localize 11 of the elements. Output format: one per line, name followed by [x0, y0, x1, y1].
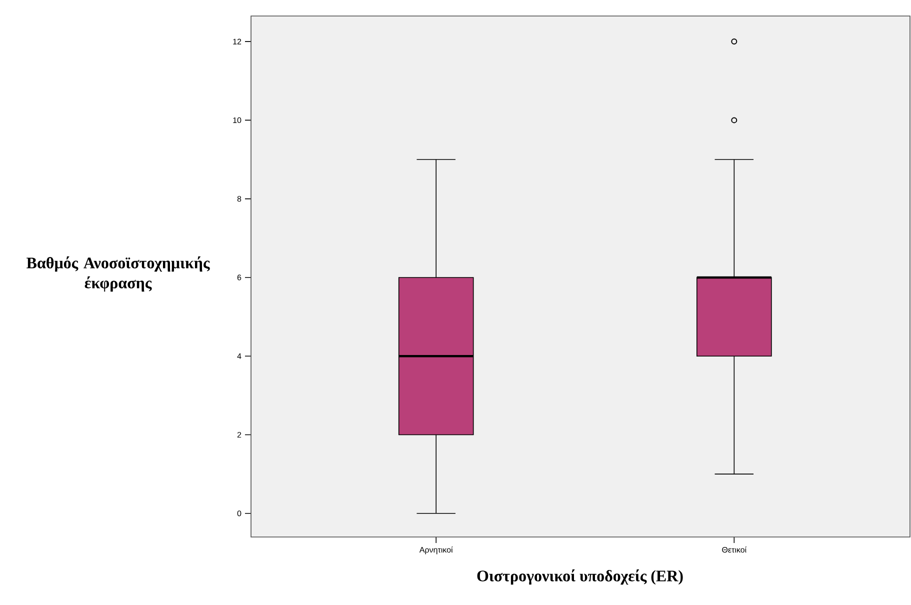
y-tick-label: 12: [233, 38, 242, 44]
y-tick-label: 10: [233, 117, 242, 124]
y-tick-label: 6: [237, 274, 242, 280]
y-tick-label: 2: [237, 432, 242, 438]
x-tick-label: Αρνητικοί: [419, 546, 453, 554]
x-tick-label: Θετικοί: [722, 546, 746, 553]
y-axis-title: Βαθμός Ανοσοϊστοχημικής έκφρασης: [26, 256, 210, 292]
x-axis-title: Οιστρογονικοί υποδοχείς (ER): [477, 569, 683, 585]
y-tick-label: 0: [237, 510, 242, 516]
y-tick-label: 4: [237, 353, 242, 359]
y-tick-label: 8: [237, 196, 242, 202]
